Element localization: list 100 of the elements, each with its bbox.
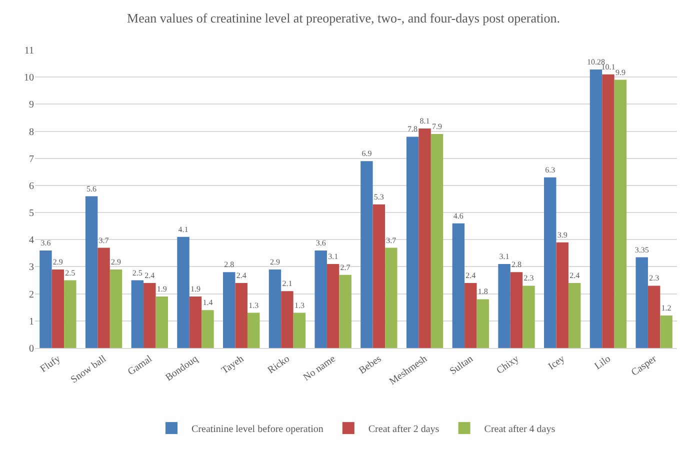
bar [648,286,660,348]
y-tick-label: 5 [29,208,34,220]
data-label: 2.5 [65,268,76,278]
bar [510,272,523,348]
data-label: 5.6 [86,184,97,194]
bar [339,274,352,348]
bar [498,264,510,348]
bar [326,264,340,348]
bar [418,128,431,348]
bar [64,280,76,348]
bar [85,196,98,348]
x-tick-label: Lilo [592,354,613,372]
data-label: 3.1 [499,252,510,262]
data-label: 2.8 [512,260,522,270]
bar [131,280,144,348]
y-tick-label: 8 [29,126,34,138]
data-label: 2.4 [144,270,155,280]
data-label: 1.3 [248,300,259,310]
bar [189,296,202,348]
data-label: 4.1 [178,224,188,234]
bar [568,282,581,348]
bar [372,204,386,348]
bar [144,282,156,348]
data-label: 1.9 [190,284,200,294]
bar [281,291,294,348]
data-label: 2.9 [270,257,280,266]
bar [177,236,190,348]
bar [223,272,236,348]
data-label: 2.1 [282,279,292,288]
data-label: 3.7 [386,236,396,245]
data-label: 6.9 [362,149,372,158]
data-label: 1.3 [294,300,304,310]
data-label: 4.6 [453,211,464,220]
data-label: 2.8 [224,260,234,270]
data-label: 2.9 [52,257,63,266]
bar [590,70,602,348]
data-label: 6.3 [545,165,556,174]
y-tick-label: 9 [29,100,34,111]
x-tick-label: Snow ball [69,353,109,386]
data-label: 1.9 [156,284,167,294]
data-label: 3.6 [316,238,326,248]
bar [314,250,327,348]
data-label: 8.1 [420,116,430,126]
data-label: 1.4 [202,298,213,308]
bar [98,248,110,348]
x-tick-label: No name [302,353,338,384]
bar [202,310,214,348]
y-tick-label: 2 [29,289,34,300]
y-tick-label: 11 [24,46,34,56]
data-label: 2.3 [649,274,660,283]
legend-label: Creatinine level before operation [192,424,324,435]
bar [247,312,260,348]
bar [235,282,248,348]
data-label: 3.9 [557,230,568,240]
bar [293,312,306,348]
data-label: 2.3 [524,274,534,283]
bar [360,161,373,348]
data-label: 1.2 [661,303,672,312]
data-label: 3.7 [98,236,109,245]
x-tick-label: Ricko [266,354,292,376]
bar [452,223,465,348]
data-label: 2.4 [466,270,476,280]
bar [385,248,398,348]
legend-label: Creat after 4 days [484,424,556,435]
data-label: 3.35 [634,245,649,254]
data-label: 2.9 [111,257,122,266]
data-label: 2.4 [570,270,580,280]
data-label: 3.6 [40,238,51,248]
data-label: 7.9 [432,122,442,131]
data-label: 9.9 [615,68,626,77]
legend-label: Creat after 2 days [368,424,440,435]
bar [40,250,52,348]
y-tick-label: 7 [29,154,34,165]
bar [430,134,444,348]
bar [556,242,568,348]
bar [614,80,627,348]
data-label: 2.5 [132,268,142,278]
x-tick-label: Chixy [494,354,522,377]
data-label: 10.28 [586,58,605,67]
y-tick-label: 10 [24,72,34,84]
data-label: 2.4 [236,270,246,280]
y-tick-label: 4 [29,235,34,246]
x-tick-label: Tayeh [220,354,246,376]
data-label: 3.1 [328,252,338,262]
bar [544,177,556,348]
y-tick-label: 3 [29,262,34,274]
bar [268,269,282,348]
bar [522,286,535,348]
y-tick-label: 6 [29,180,34,192]
data-label: 1.8 [478,287,488,296]
data-label: 7.8 [408,124,418,134]
chart-title: Mean values of creatinine level at preoperative, two-, and four-days post operation. [127,10,560,26]
bar [52,269,64,348]
bar [602,74,614,348]
y-tick-label: 1 [29,316,34,328]
bar [110,269,122,348]
bar [636,257,648,348]
data-label: 2.7 [340,262,350,272]
x-tick-label: Icey [546,354,567,372]
bar [156,296,168,348]
